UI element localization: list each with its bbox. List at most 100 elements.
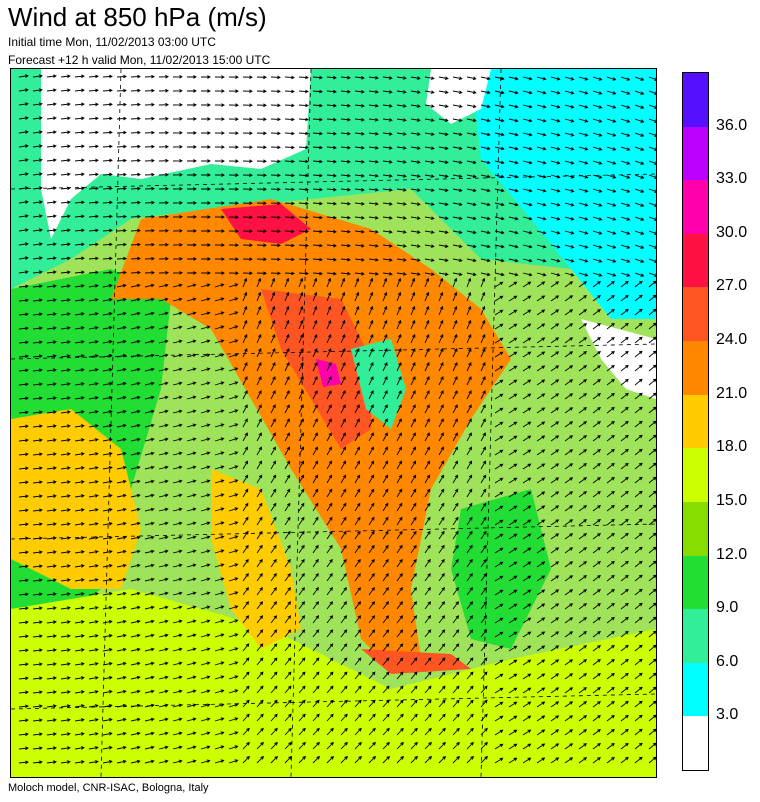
wind-arrow bbox=[116, 395, 127, 400]
legend-tick-label: 12.0 bbox=[716, 545, 748, 563]
wind-arrow bbox=[424, 362, 430, 372]
wind-arrow bbox=[564, 673, 574, 680]
wind-arrow bbox=[298, 376, 304, 386]
wind-arrow bbox=[102, 451, 113, 456]
wind-arrow bbox=[102, 745, 113, 750]
wind-arrow bbox=[494, 575, 504, 582]
wind-arrow bbox=[410, 713, 418, 722]
wind-arrow bbox=[200, 479, 211, 484]
wind-arrow bbox=[354, 474, 361, 484]
wind-arrow bbox=[102, 242, 113, 247]
wind-arrow bbox=[74, 214, 85, 219]
wind-arrow bbox=[340, 516, 347, 526]
wind-arrow bbox=[60, 312, 71, 316]
wind-arrow bbox=[522, 491, 532, 498]
wind-arrow bbox=[256, 615, 264, 624]
wind-arrow bbox=[74, 186, 85, 191]
wind-arrow bbox=[396, 90, 407, 94]
wind-arrow bbox=[298, 432, 304, 442]
wind-arrow bbox=[648, 294, 656, 302]
wind-arrow bbox=[536, 230, 547, 235]
wind-arrow bbox=[284, 89, 295, 94]
wind-arrow bbox=[144, 437, 155, 442]
wind-arrow bbox=[242, 291, 248, 302]
wind-arrow bbox=[74, 480, 85, 484]
wind-arrow bbox=[550, 281, 560, 288]
wind-arrow bbox=[438, 362, 444, 372]
wind-arrow bbox=[284, 305, 290, 316]
wind-arrow bbox=[564, 701, 574, 708]
wind-arrow bbox=[60, 396, 71, 400]
wind-arrow bbox=[508, 230, 519, 235]
wind-arrow bbox=[242, 713, 250, 722]
wind-arrow bbox=[508, 477, 518, 484]
wind-arrow bbox=[606, 230, 617, 235]
wind-arrow bbox=[242, 572, 249, 582]
wind-arrow bbox=[536, 104, 547, 109]
wind-arrow bbox=[508, 104, 519, 109]
wind-arrow bbox=[620, 132, 631, 137]
wind-arrow bbox=[578, 202, 589, 207]
wind-arrow bbox=[60, 648, 71, 652]
wind-arrow bbox=[396, 516, 403, 526]
wind-arrow bbox=[46, 564, 57, 568]
wind-arrow bbox=[396, 291, 402, 302]
wind-arrow bbox=[32, 158, 43, 162]
wind-arrow bbox=[382, 657, 390, 666]
wind-arrow bbox=[186, 647, 197, 652]
wind-arrow bbox=[88, 312, 99, 316]
wind-arrow bbox=[186, 75, 197, 79]
wind-arrow bbox=[508, 743, 518, 750]
wind-arrow bbox=[396, 258, 407, 262]
wind-arrow bbox=[242, 333, 248, 344]
wind-arrow bbox=[452, 741, 460, 750]
wind-arrow bbox=[88, 284, 99, 288]
wind-arrow bbox=[466, 174, 477, 179]
wind-arrow bbox=[326, 615, 334, 624]
wind-arrow bbox=[88, 214, 99, 219]
wind-arrow bbox=[396, 713, 404, 722]
wind-arrow bbox=[186, 423, 197, 428]
legend-swatch bbox=[683, 609, 708, 663]
wind-arrow bbox=[74, 368, 85, 372]
wind-arrow bbox=[60, 284, 71, 288]
wind-arrow bbox=[508, 365, 518, 372]
wind-arrow bbox=[410, 230, 421, 234]
wind-arrow bbox=[102, 381, 113, 386]
wind-arrow bbox=[312, 699, 320, 708]
wind-arrow bbox=[214, 507, 225, 512]
wind-arrow bbox=[466, 76, 477, 81]
wind-arrow bbox=[480, 699, 488, 708]
wind-arrow bbox=[340, 390, 346, 400]
wind-arrow bbox=[466, 376, 472, 386]
wind-arrow bbox=[298, 755, 306, 764]
wind-arrow bbox=[32, 564, 43, 569]
wind-arrow bbox=[438, 376, 444, 386]
wind-arrow bbox=[312, 460, 319, 470]
wind-arrow bbox=[116, 186, 127, 191]
wind-arrow bbox=[270, 89, 281, 94]
wind-arrow bbox=[536, 631, 546, 638]
wind-arrow bbox=[46, 256, 57, 261]
wind-arrow bbox=[480, 488, 487, 498]
wind-arrow bbox=[564, 505, 574, 512]
wind-arrow bbox=[522, 393, 532, 400]
wind-arrow bbox=[466, 216, 477, 221]
wind-arrow bbox=[480, 258, 491, 263]
wind-arrow bbox=[158, 577, 169, 582]
wind-arrow bbox=[298, 530, 305, 540]
wind-arrow bbox=[340, 215, 351, 220]
wind-arrow bbox=[368, 516, 375, 526]
wind-arrow bbox=[102, 297, 113, 302]
wind-arrow bbox=[438, 132, 449, 136]
wind-arrow bbox=[438, 390, 444, 400]
wind-arrow bbox=[214, 103, 225, 107]
wind-arrow bbox=[522, 258, 533, 263]
wind-arrow bbox=[172, 731, 183, 736]
wind-arrow bbox=[46, 704, 57, 708]
wind-arrow bbox=[270, 727, 278, 736]
wind-arrow bbox=[46, 634, 57, 638]
wind-arrow bbox=[88, 424, 99, 428]
wind-arrow bbox=[536, 309, 546, 316]
wind-arrow bbox=[284, 530, 291, 540]
